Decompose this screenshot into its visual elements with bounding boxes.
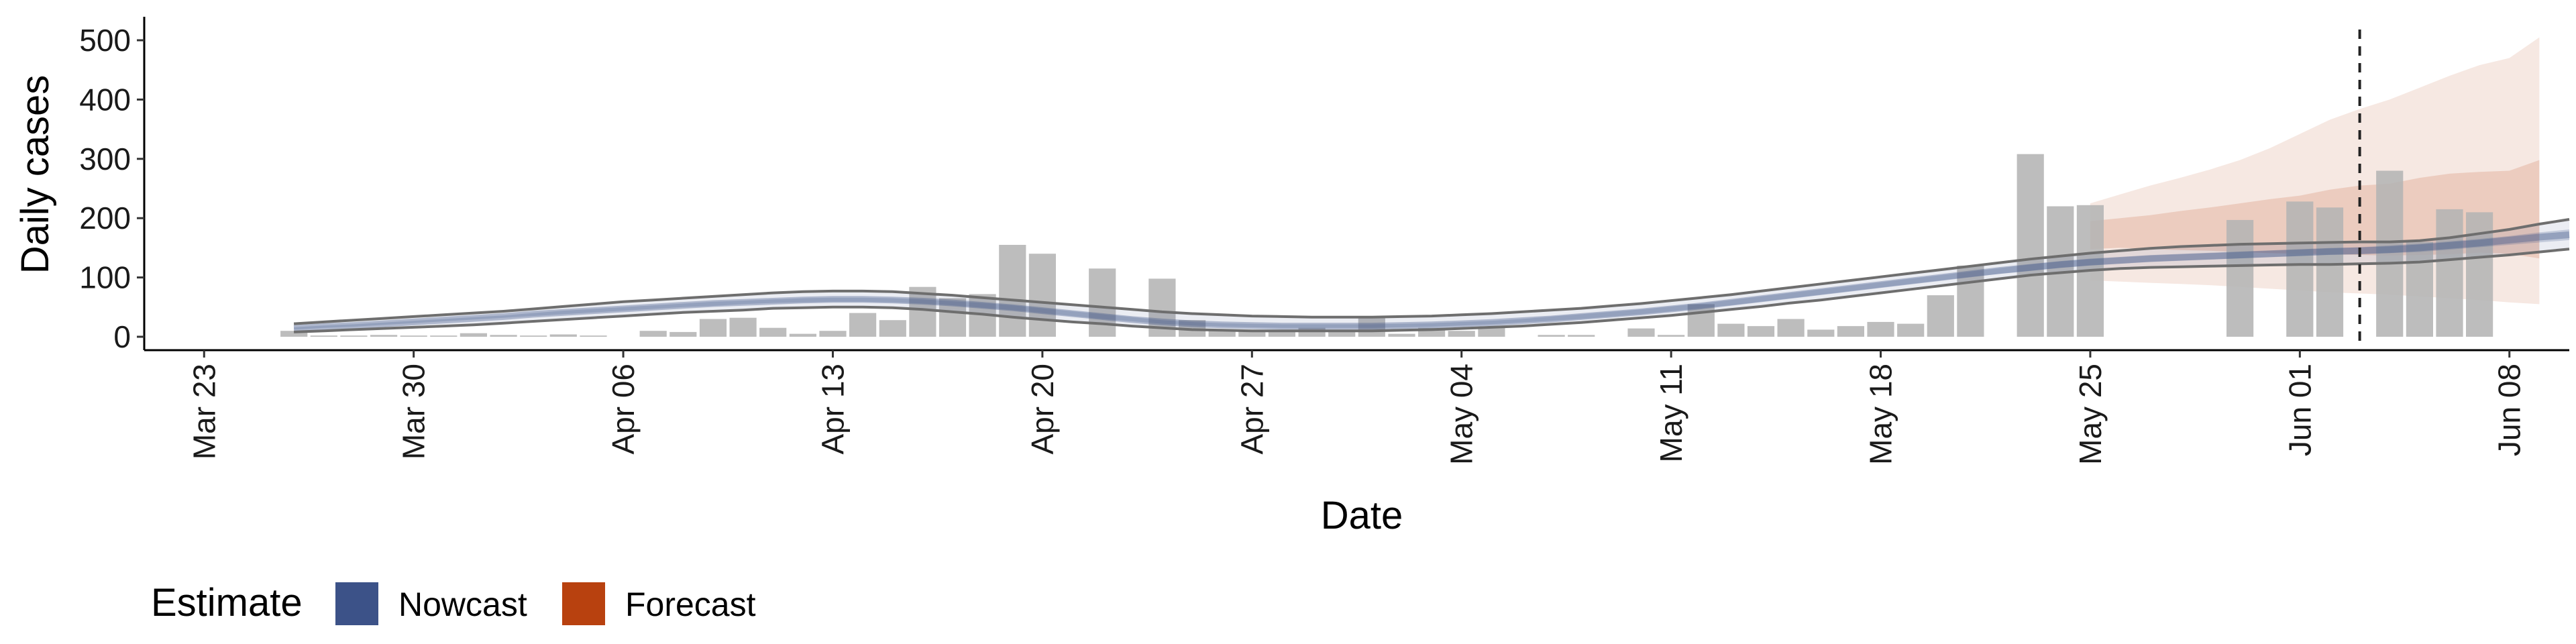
- bar-daily-cases: [849, 313, 877, 337]
- legend: Estimate Nowcast Forecast: [151, 581, 756, 625]
- legend-title: Estimate: [151, 581, 303, 625]
- x-tick-label: Apr 06: [606, 364, 641, 455]
- bar-daily-cases: [2286, 201, 2314, 337]
- x-tick-label: Jun 08: [2492, 364, 2527, 456]
- bar-daily-cases: [580, 335, 607, 337]
- bar-daily-cases: [1867, 321, 1894, 337]
- bar-daily-cases: [1268, 331, 1295, 337]
- forecast-ribbons: [2090, 37, 2540, 305]
- nowcast-outline-lines: [293, 218, 2570, 333]
- nowcast-median-line: [293, 231, 2570, 332]
- bar-daily-cases: [879, 320, 906, 337]
- bar-daily-cases: [549, 334, 577, 337]
- bar-daily-cases: [1358, 316, 1385, 337]
- bar-daily-cases: [1777, 319, 1805, 337]
- y-tick-label: 400: [79, 82, 131, 117]
- bar-daily-cases: [2436, 209, 2463, 337]
- x-tick-label: Apr 13: [816, 364, 851, 455]
- bar-daily-cases: [1089, 268, 1116, 337]
- bar-daily-cases: [1448, 331, 1475, 337]
- bar-daily-cases: [1687, 304, 1715, 337]
- bar-daily-cases: [999, 245, 1026, 337]
- bar-daily-cases: [819, 331, 847, 337]
- bar-daily-cases: [370, 335, 398, 337]
- nowcast-ribbon-90: [294, 219, 2569, 332]
- y-tick-label: 500: [79, 23, 131, 58]
- x-tick-label: Mar 30: [396, 364, 431, 460]
- bar-daily-cases: [2316, 207, 2344, 337]
- nowcast-lower-line: [294, 248, 2570, 333]
- daily-case-bars: [280, 154, 2493, 337]
- bar-daily-cases: [1837, 326, 1864, 337]
- bar-daily-cases: [1568, 335, 1595, 337]
- bar-daily-cases: [2406, 241, 2433, 337]
- bar-daily-cases: [280, 331, 308, 337]
- legend-label-forecast: Forecast: [625, 586, 756, 623]
- bar-daily-cases: [669, 331, 697, 337]
- bar-daily-cases: [938, 298, 967, 337]
- nowcast-ribbons: [293, 219, 2570, 332]
- bar-daily-cases: [639, 331, 667, 337]
- bar-daily-cases: [2017, 154, 2044, 337]
- x-tick-label: May 18: [1864, 364, 1898, 465]
- bar-daily-cases: [490, 335, 517, 337]
- bar-daily-cases: [400, 335, 427, 337]
- bar-daily-cases: [1238, 331, 1266, 337]
- bar-daily-cases: [1478, 327, 1505, 337]
- bar-daily-cases: [1627, 328, 1655, 337]
- bar-daily-cases: [729, 317, 757, 337]
- bar-daily-cases: [1028, 254, 1056, 337]
- x-tick-label: May 04: [1444, 364, 1479, 465]
- x-tick-label: May 25: [2073, 364, 2108, 465]
- bar-daily-cases: [1957, 265, 1984, 337]
- legend-swatch-forecast: [562, 582, 605, 625]
- y-axis-title: Daily cases: [13, 75, 57, 274]
- bar-daily-cases: [699, 319, 727, 337]
- axes: [137, 17, 2569, 358]
- bar-daily-cases: [2376, 170, 2404, 337]
- bar-daily-cases: [340, 335, 368, 337]
- bar-daily-cases: [2226, 219, 2254, 337]
- legend-label-nowcast: Nowcast: [398, 586, 527, 623]
- bar-daily-cases: [1208, 329, 1236, 337]
- forecast-ribbon-50: [2090, 160, 2540, 259]
- x-tick-label: Apr 20: [1025, 364, 1060, 455]
- tick-labels: 0 100 200 300 400 500 Mar 23 Mar 30 Apr 06 Apr 13…: [79, 23, 2526, 465]
- x-tick-label: Apr 27: [1234, 364, 1269, 455]
- bar-daily-cases: [759, 327, 787, 337]
- bar-daily-cases: [1658, 335, 1685, 337]
- x-tick-label: Mar 23: [186, 364, 221, 460]
- bar-daily-cases: [1807, 329, 1835, 337]
- bar-daily-cases: [1328, 331, 1356, 337]
- bar-daily-cases: [520, 335, 547, 337]
- bar-daily-cases: [310, 335, 337, 337]
- y-tick-label: 300: [79, 142, 131, 176]
- bar-daily-cases: [430, 335, 458, 337]
- bar-daily-cases: [1717, 323, 1745, 337]
- bar-daily-cases: [1747, 326, 1775, 337]
- bar-daily-cases: [789, 333, 816, 337]
- y-tick-label: 200: [79, 201, 131, 235]
- x-tick-label: May 11: [1654, 364, 1688, 462]
- legend-swatch-nowcast: [335, 582, 378, 625]
- bar-daily-cases: [460, 333, 487, 337]
- x-axis-title: Date: [1321, 494, 1403, 537]
- bar-daily-cases: [1388, 333, 1415, 337]
- bar-daily-cases: [1897, 323, 1925, 337]
- forecast-ribbon-90: [2090, 37, 2540, 305]
- y-tick-label: 100: [79, 260, 131, 295]
- y-tick-label: 0: [113, 319, 131, 354]
- bar-daily-cases: [1927, 295, 1954, 337]
- bar-daily-cases: [1538, 335, 1565, 337]
- x-tick-label: Jun 01: [2282, 364, 2317, 456]
- nowcast-upper-line: [293, 218, 2570, 325]
